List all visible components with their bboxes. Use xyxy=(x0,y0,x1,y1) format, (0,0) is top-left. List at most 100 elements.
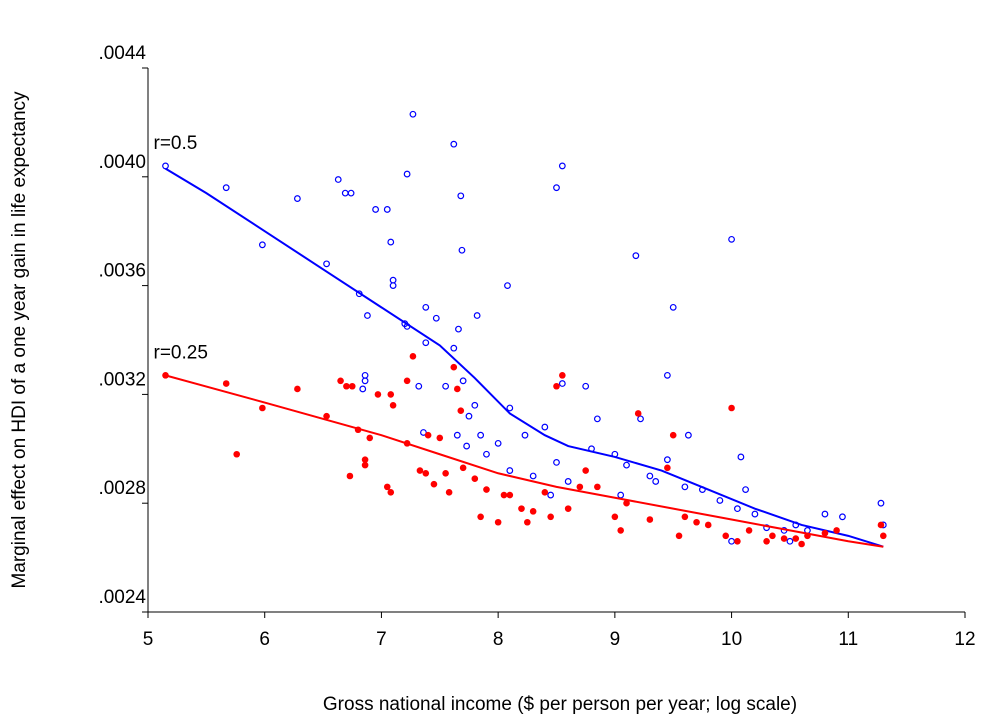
point xyxy=(387,391,395,398)
point xyxy=(506,467,514,474)
point xyxy=(506,404,514,412)
point xyxy=(432,314,440,322)
point xyxy=(821,529,829,537)
point xyxy=(880,532,887,540)
point xyxy=(737,453,745,461)
point xyxy=(559,372,566,379)
point xyxy=(361,371,369,379)
point xyxy=(494,518,502,526)
point xyxy=(669,431,677,439)
point xyxy=(355,290,363,298)
point xyxy=(430,480,438,488)
point xyxy=(372,206,379,213)
point xyxy=(483,486,490,493)
point xyxy=(347,189,355,197)
point xyxy=(445,489,453,496)
point xyxy=(453,431,461,439)
point xyxy=(547,513,554,521)
point xyxy=(258,241,266,249)
point xyxy=(745,527,753,534)
x-tick-label: 7 xyxy=(376,629,387,650)
point xyxy=(684,431,692,439)
point xyxy=(681,513,689,521)
point xyxy=(450,344,458,352)
point xyxy=(763,537,770,545)
point xyxy=(459,464,467,472)
point xyxy=(403,440,411,447)
point xyxy=(442,382,450,390)
point xyxy=(422,303,430,311)
point xyxy=(403,377,411,385)
point xyxy=(646,516,654,523)
y-tick-label: .0040 xyxy=(98,152,146,173)
point xyxy=(529,508,537,515)
point xyxy=(383,483,391,491)
point xyxy=(698,486,706,494)
point xyxy=(222,184,230,192)
point xyxy=(588,445,595,453)
point xyxy=(346,472,354,480)
point xyxy=(728,235,735,243)
point xyxy=(337,377,344,385)
point xyxy=(383,206,391,213)
point xyxy=(652,478,660,485)
point xyxy=(553,382,560,390)
series-annotation: r=0.5 xyxy=(154,133,198,154)
point xyxy=(693,518,700,526)
point xyxy=(541,489,549,496)
point xyxy=(611,513,619,521)
point xyxy=(457,407,465,415)
point xyxy=(334,176,342,183)
point xyxy=(424,431,432,439)
series-annotation: r=0.25 xyxy=(154,342,208,363)
x-tick-label: 6 xyxy=(259,629,270,650)
x-axis-label: Gross national income ($ per person per … xyxy=(323,694,797,715)
point xyxy=(403,170,411,178)
point xyxy=(361,456,369,463)
point xyxy=(804,532,811,540)
point xyxy=(459,377,467,385)
point xyxy=(558,162,566,170)
point xyxy=(553,459,560,466)
point xyxy=(471,401,479,409)
point xyxy=(442,469,449,477)
point xyxy=(646,472,654,480)
point xyxy=(504,282,511,290)
point xyxy=(632,252,640,260)
point xyxy=(877,521,885,529)
point xyxy=(259,404,266,412)
point xyxy=(354,426,362,434)
point xyxy=(839,513,846,521)
point xyxy=(409,353,417,360)
point xyxy=(792,521,800,529)
point xyxy=(593,415,601,423)
point xyxy=(453,385,461,393)
point xyxy=(294,385,301,393)
y-tick-label: .0028 xyxy=(98,478,146,499)
point xyxy=(323,412,330,420)
x-tick-label: 12 xyxy=(954,629,975,650)
point xyxy=(576,483,584,491)
point xyxy=(669,303,677,311)
point xyxy=(450,140,458,148)
point xyxy=(751,510,759,518)
point xyxy=(389,276,397,284)
x-tick-label: 10 xyxy=(721,629,742,650)
point xyxy=(500,491,508,499)
point xyxy=(780,535,788,542)
point xyxy=(786,537,794,545)
point xyxy=(364,312,371,319)
point xyxy=(734,505,741,513)
point xyxy=(162,372,169,379)
point xyxy=(458,246,466,254)
x-tick-label: 9 xyxy=(610,629,621,650)
point xyxy=(374,391,382,398)
point xyxy=(348,382,356,390)
point xyxy=(769,532,776,540)
y-tick-label: .0024 xyxy=(98,587,146,608)
point xyxy=(415,382,423,390)
point xyxy=(547,491,555,499)
point xyxy=(450,363,458,371)
point xyxy=(455,325,462,333)
